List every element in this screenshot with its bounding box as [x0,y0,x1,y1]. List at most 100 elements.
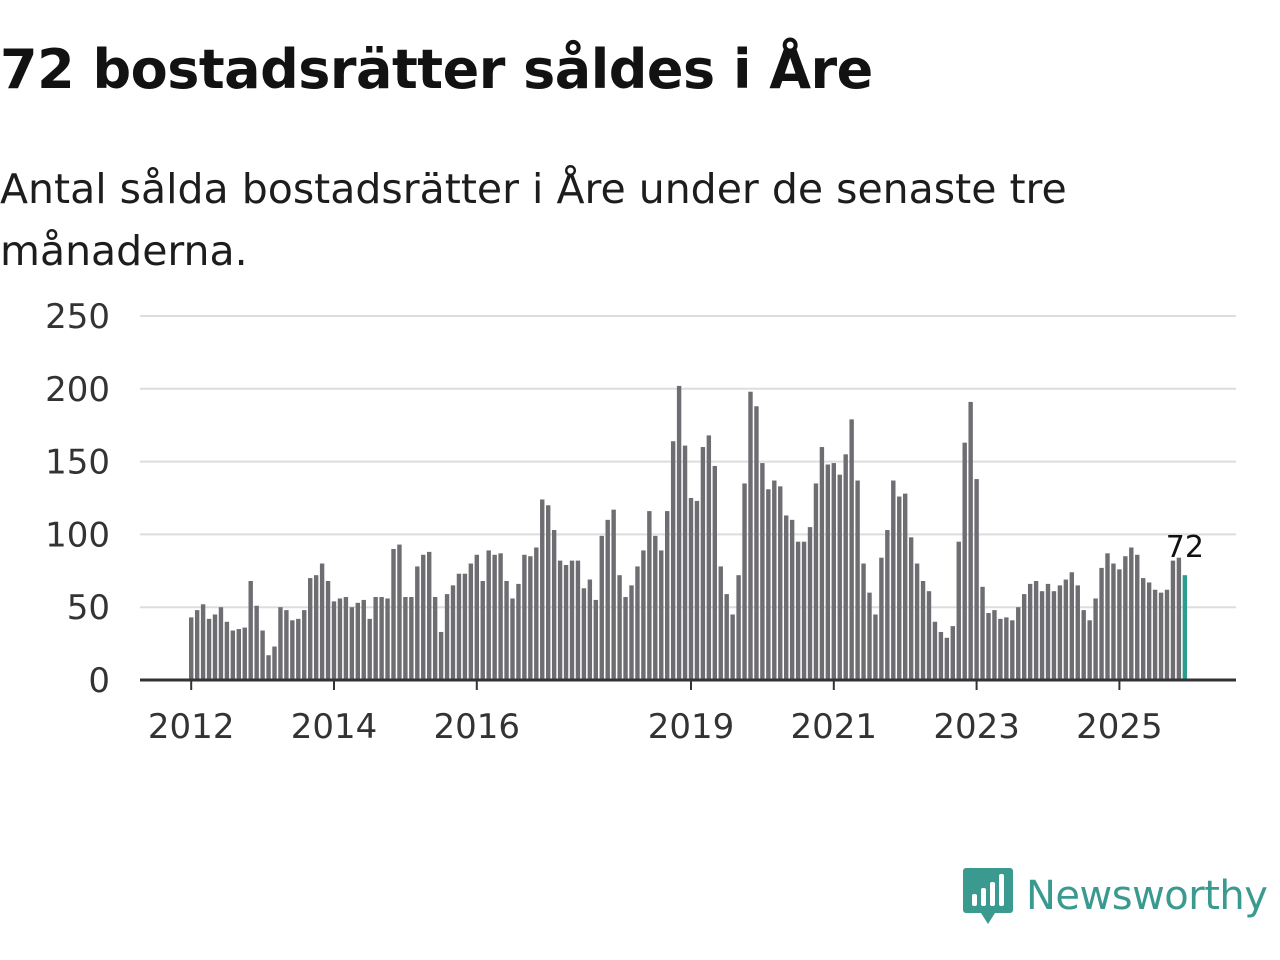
bar [391,548,396,680]
bar [861,563,866,680]
bar [920,580,926,680]
bar [254,605,259,680]
bar [296,618,301,680]
bar [1152,589,1158,680]
bar [1033,580,1039,680]
bar [700,447,706,680]
bar [308,578,313,680]
bar-latest [1182,575,1188,680]
bar [992,610,997,680]
bar [801,541,807,680]
bar [575,560,581,680]
bar [914,563,920,680]
bar [754,406,759,680]
bar [534,547,539,680]
bar [1170,560,1176,680]
bar [789,519,795,680]
bar [879,557,884,680]
bar [599,535,604,680]
bar [1063,579,1069,680]
bar [1123,556,1128,680]
bar [1117,569,1122,680]
bar [361,599,366,680]
bar [290,620,295,680]
bar [1057,585,1063,680]
bar [635,566,640,680]
bar [843,454,848,680]
bar [784,515,789,680]
bar [504,580,509,680]
bar [385,598,390,680]
bar [206,618,212,680]
bar [873,614,878,680]
y-tick-label: 150 [45,443,110,483]
bar [974,479,979,680]
bar [772,480,777,680]
bar [742,483,747,680]
bar [516,583,521,680]
bar [432,597,438,680]
bar [421,554,426,680]
bar [325,580,331,680]
bar [629,585,634,680]
bar [736,575,741,680]
bar [694,500,700,680]
bar-chart: 0 50 100 150 200 250 2012 2014 2016 2019 2021 2023 2… [45,297,1236,747]
bar [1010,620,1015,680]
brand-logo[interactable]: Newsworthy [962,864,1268,928]
bar [611,509,616,680]
bar [272,646,277,680]
bar [1111,563,1116,680]
bar [1164,589,1170,680]
bar [1176,557,1182,680]
y-tick-label: 100 [45,515,110,555]
bar [403,597,408,680]
bar [986,613,991,680]
bar [1027,583,1033,680]
bar [1045,583,1051,680]
bar [653,535,658,680]
bar [1158,592,1164,680]
bar [462,573,468,680]
bar [236,629,241,680]
bar [950,626,955,680]
bar [438,631,444,680]
bar [980,586,985,680]
bar [1051,591,1057,680]
bar [456,573,462,680]
bar [855,480,860,680]
bar [248,580,253,680]
bar [1105,553,1110,680]
x-tick-label: 2019 [648,707,735,747]
bar [528,556,533,680]
bar [659,550,664,680]
bar [819,447,825,680]
bar [337,598,343,680]
bar [724,594,729,680]
bar [319,563,325,680]
bar [546,505,551,680]
bar [355,602,360,680]
chart-title: 72 bostadsrätter såldes i Åre [0,38,873,101]
bar [956,541,961,680]
bar [278,607,283,680]
bar [712,465,717,680]
bar [867,592,872,680]
bar [212,614,218,680]
bar [748,391,753,680]
bar [557,560,563,680]
bar [778,486,783,680]
x-tick-label: 2023 [933,707,1020,747]
bar [522,554,527,680]
bar [468,563,474,680]
chart-subtitle: Antal sålda bostadsrätter i Åre under de… [0,165,1067,275]
bar [409,597,414,680]
bar [813,483,819,680]
bar [968,401,973,680]
bar [373,597,378,680]
bar [379,597,384,680]
bar [480,580,485,680]
bar [730,614,735,680]
brand-name: Newsworthy [1026,873,1268,919]
x-tick-label: 2021 [791,707,878,747]
